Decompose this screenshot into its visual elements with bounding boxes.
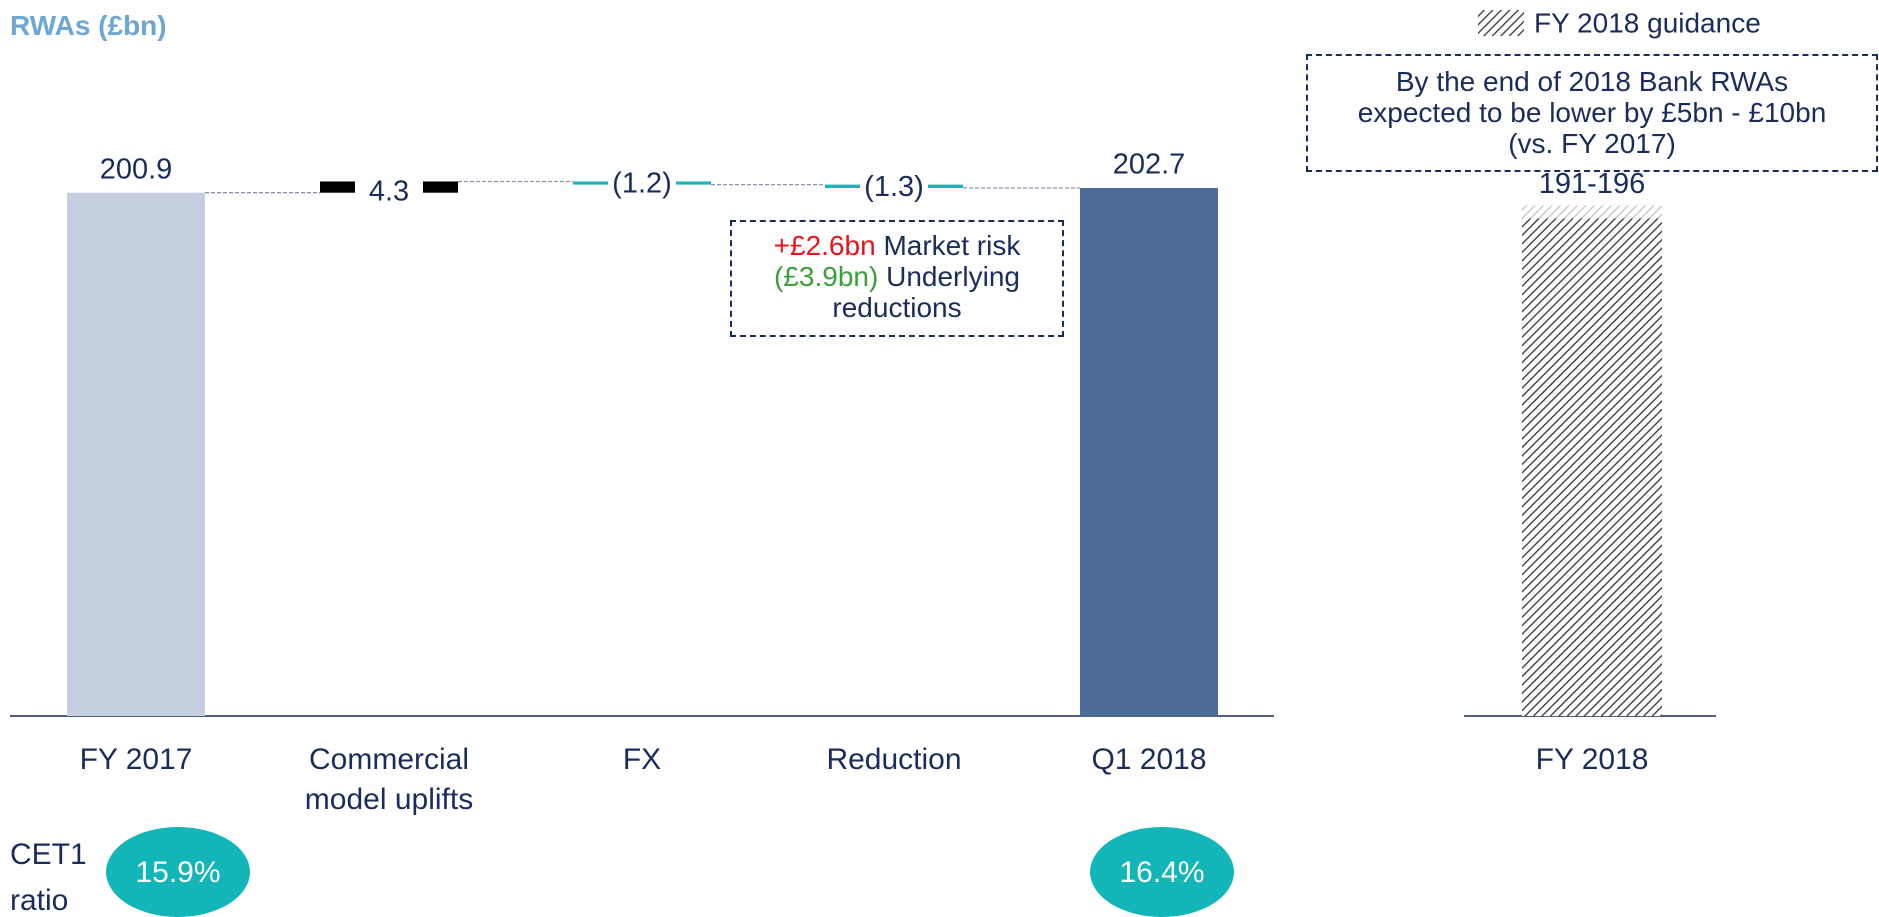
chart-title: RWAs (£bn) (10, 10, 167, 41)
annotation-line: +£2.6bn Market risk (732, 230, 1062, 261)
label-bg (355, 169, 423, 206)
cet1-value: 15.9% (135, 856, 220, 889)
legend-label: FY 2018 guidance (1534, 7, 1761, 38)
label-bg (608, 165, 676, 202)
note-line: (vs. FY 2017) (1508, 128, 1676, 159)
x-tick-label: Reduction (826, 743, 962, 776)
x-tick-label: Commercial model uplifts (304, 743, 474, 816)
annotation-amount: +£2.6bn (773, 230, 876, 261)
value-label: (1.3) (864, 171, 924, 203)
annotation-line: (£3.9bn) Underlying reductions (732, 261, 1062, 323)
cet1-value: 16.4% (1119, 856, 1204, 889)
value-label: 202.7 (1113, 149, 1186, 181)
annotation-text: Market risk (883, 230, 1021, 261)
label-bg (860, 168, 928, 205)
x-tick-label: FY 2018 (1535, 743, 1649, 776)
guidance-bar (1522, 218, 1662, 716)
cet1-badge (1090, 827, 1234, 917)
value-label: 191-196 (1539, 168, 1645, 200)
cet1-label: ratio (10, 884, 69, 917)
x-tick-label: FX (622, 743, 662, 776)
value-label: (1.2) (612, 168, 672, 200)
note-line: By the end of 2018 Bank RWAs (1395, 66, 1789, 97)
x-tick-label: FY 2017 (79, 743, 193, 776)
bar (67, 192, 205, 716)
cet1-badge (106, 827, 250, 917)
value-label: 4.3 (369, 176, 409, 208)
legend-swatch (1478, 10, 1524, 36)
annotation-amount: (£3.9bn) (774, 261, 879, 292)
annotation: +£2.6bn Market risk (£3.9bn) Underlying r… (730, 220, 1064, 337)
value-label: 200.9 (100, 153, 173, 185)
guidance-range (1522, 205, 1662, 219)
x-tick-label: Q1 2018 (1091, 743, 1207, 776)
annotation-text: Underlying reductions (832, 261, 1020, 323)
bar (1080, 188, 1218, 716)
cet1-label: CET1 (10, 838, 87, 871)
note-line: expected to be lower by £5bn - £10bn (1357, 97, 1827, 128)
guidance-note: By the end of 2018 Bank RWAs expected to … (1306, 54, 1878, 172)
